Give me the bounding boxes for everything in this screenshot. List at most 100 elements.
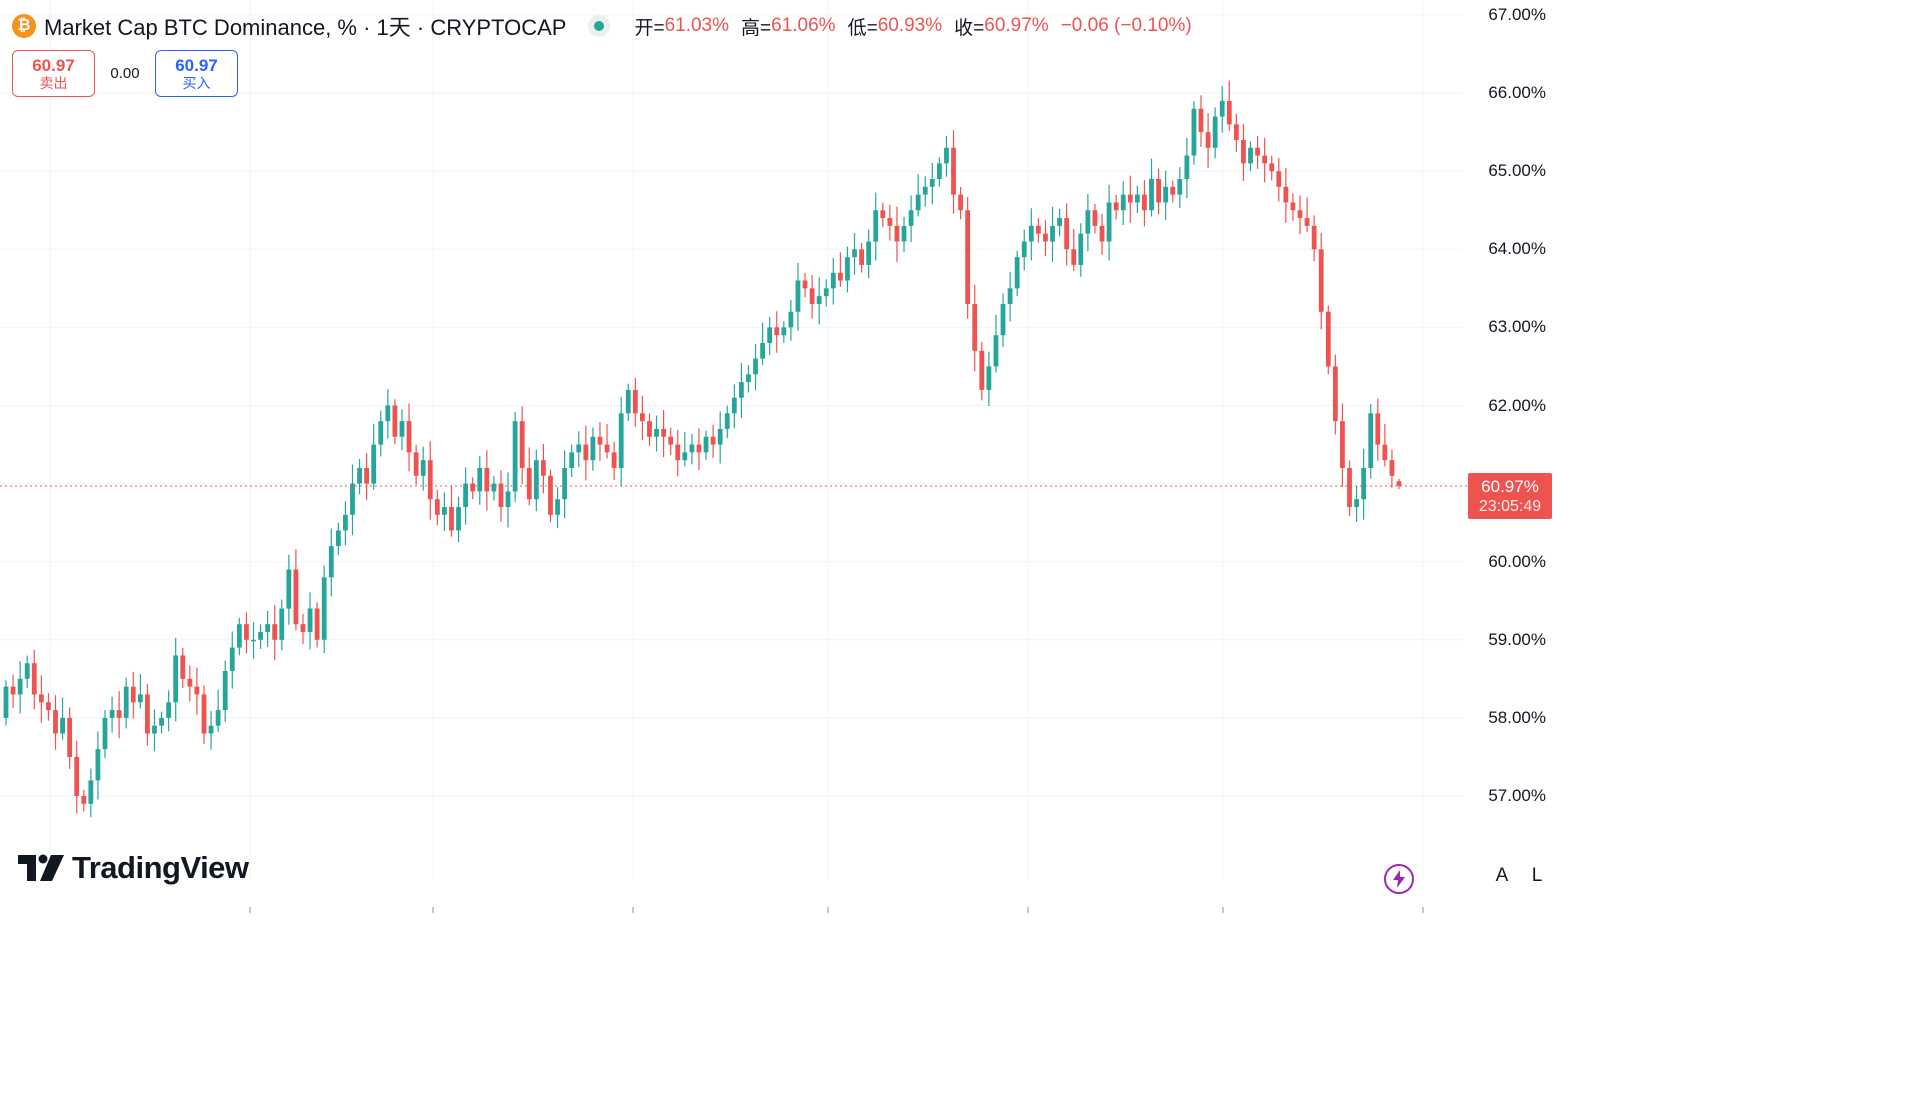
candlestick-chart[interactable]	[0, 0, 1568, 913]
candle-body	[1156, 179, 1161, 203]
candle-body	[406, 421, 412, 453]
log-scale-button[interactable]: L	[1524, 862, 1550, 890]
candle-body	[251, 639, 256, 642]
candle-body	[1014, 257, 1020, 289]
y-tick-label: 60.00%	[1488, 551, 1546, 571]
candle-body	[972, 303, 978, 351]
candle-body	[279, 608, 285, 640]
candle-body	[1127, 194, 1133, 203]
y-tick-label: 67.00%	[1488, 5, 1546, 24]
candle-body	[229, 647, 235, 672]
candle-body	[894, 225, 900, 242]
candle-body	[576, 444, 582, 453]
candle-body	[922, 186, 928, 195]
candle-body	[1149, 179, 1154, 211]
candle-body	[442, 507, 447, 515]
candle-body	[74, 756, 80, 796]
auto-scale-button[interactable]: A	[1489, 862, 1515, 890]
candle-body	[1262, 155, 1268, 164]
candle-body	[505, 491, 511, 508]
candle-body	[625, 389, 631, 414]
candle-body	[1269, 163, 1275, 172]
candle-body	[958, 194, 963, 211]
candle-body	[703, 436, 709, 453]
candle-body	[639, 413, 645, 422]
candle-body	[873, 210, 879, 242]
candle-body	[1318, 249, 1324, 312]
candle-body	[399, 421, 405, 437]
candle-body	[166, 702, 172, 718]
candle-body	[604, 444, 610, 453]
buy-button[interactable]: 60.97 买入	[155, 50, 238, 97]
candle-body	[1212, 116, 1218, 148]
high-label: 高=	[741, 17, 772, 39]
candle-body	[951, 147, 956, 195]
candle-body	[512, 421, 518, 492]
candle-body	[852, 249, 857, 258]
candle-body	[1170, 186, 1176, 195]
candle-body	[583, 444, 589, 461]
candle-body	[102, 717, 108, 750]
candle-body	[979, 350, 985, 390]
candle-body	[788, 311, 794, 328]
candle-body	[569, 452, 575, 468]
candle-body	[152, 725, 157, 734]
candle-body	[371, 444, 377, 484]
candle-body	[1134, 194, 1140, 203]
candle-body	[781, 327, 787, 336]
candle-body	[668, 436, 674, 445]
candle-body	[1354, 499, 1359, 508]
candle-body	[222, 671, 228, 711]
candle-body	[1007, 288, 1013, 304]
low-label: 低=	[847, 17, 878, 39]
candle-body	[540, 460, 546, 476]
ohlc-values: 开= 61.03% 高= 61.06% 低= 60.93% 收= 60.97% …	[634, 13, 1191, 40]
candle-body	[845, 257, 850, 281]
candle-body	[1233, 124, 1239, 140]
candle-body	[597, 436, 603, 445]
candle-body	[1226, 100, 1232, 125]
candle-body	[696, 444, 702, 453]
sell-button[interactable]: 60.97 卖出	[12, 50, 95, 97]
candle-body	[738, 382, 744, 398]
change-value: −0.06 (−0.10%)	[1060, 15, 1192, 36]
candle-body	[137, 694, 143, 703]
candle-body	[1106, 202, 1112, 242]
candle-body	[145, 694, 150, 734]
spread-value: 0.00	[110, 65, 140, 82]
candle-body	[236, 624, 242, 648]
candle-body	[1389, 460, 1395, 476]
candle-body	[392, 405, 398, 437]
candle-body	[95, 749, 101, 781]
candle-body	[321, 577, 327, 640]
candle-body	[816, 296, 822, 304]
candle-body	[753, 358, 758, 375]
tradingview-logo-icon	[18, 854, 64, 881]
candle-body	[901, 225, 907, 242]
candle-body	[123, 686, 129, 718]
y-tick-label: 66.00%	[1488, 83, 1546, 103]
candle-body	[293, 569, 299, 625]
candle-body	[1290, 202, 1296, 211]
candle-body	[1241, 139, 1246, 164]
trade-panel: 60.97 卖出 0.00 60.97 买入	[12, 50, 238, 97]
bitcoin-icon[interactable]: ₿	[12, 14, 36, 38]
candle-body	[173, 655, 179, 703]
candle-body	[1184, 155, 1190, 180]
candle-body	[1205, 132, 1211, 148]
y-tick-label: 63.00%	[1488, 317, 1546, 337]
candle-body	[519, 421, 525, 468]
y-tick-label: 59.00%	[1488, 629, 1546, 649]
lightning-icon[interactable]	[1384, 864, 1414, 894]
candle-body	[944, 147, 949, 164]
market-status-icon[interactable]	[588, 15, 611, 37]
tradingview-logo[interactable]: TradingView	[18, 850, 249, 886]
candle-body	[1191, 108, 1197, 156]
candle-body	[908, 210, 914, 226]
tradingview-logo-text: TradingView	[72, 850, 249, 885]
candle-body	[555, 499, 560, 515]
sell-price: 60.97	[32, 55, 75, 75]
candle-body	[1092, 210, 1098, 226]
symbol-title[interactable]: Market Cap BTC Dominance, % · 1天 · CRYPT…	[44, 15, 567, 40]
candle-body	[993, 335, 999, 367]
